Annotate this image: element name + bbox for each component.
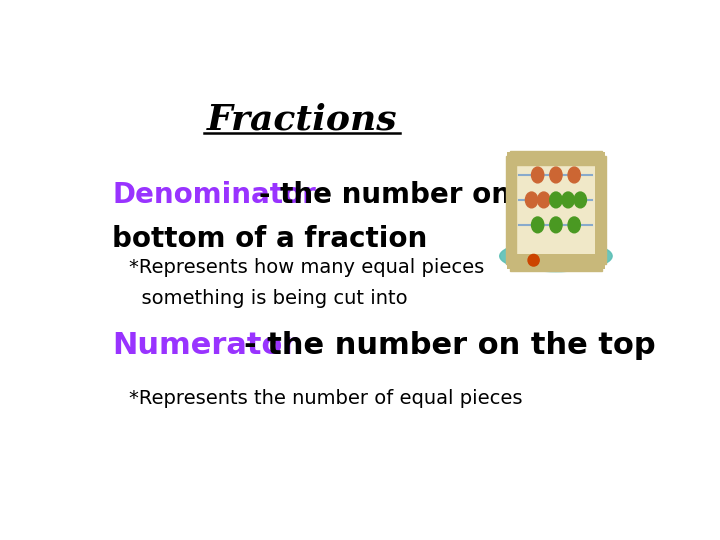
Bar bbox=[506, 156, 516, 265]
Ellipse shape bbox=[531, 167, 544, 183]
Bar bbox=[510, 258, 602, 271]
Ellipse shape bbox=[531, 217, 544, 233]
Ellipse shape bbox=[550, 217, 562, 233]
Text: Numerator: Numerator bbox=[112, 331, 297, 360]
FancyBboxPatch shape bbox=[507, 152, 605, 268]
Bar bbox=[510, 151, 602, 165]
Ellipse shape bbox=[500, 240, 612, 272]
Text: *Represents the number of equal pieces: *Represents the number of equal pieces bbox=[129, 389, 523, 408]
Ellipse shape bbox=[568, 217, 580, 233]
Text: *Represents how many equal pieces: *Represents how many equal pieces bbox=[129, 258, 485, 277]
Text: - the number on the: - the number on the bbox=[259, 181, 572, 209]
FancyBboxPatch shape bbox=[517, 165, 595, 254]
Ellipse shape bbox=[528, 254, 539, 266]
Ellipse shape bbox=[550, 192, 562, 208]
Ellipse shape bbox=[526, 192, 538, 208]
Text: Fractions: Fractions bbox=[207, 102, 397, 136]
Ellipse shape bbox=[568, 167, 580, 183]
Ellipse shape bbox=[550, 167, 562, 183]
Ellipse shape bbox=[574, 192, 586, 208]
Ellipse shape bbox=[562, 192, 575, 208]
Text: bottom of a fraction: bottom of a fraction bbox=[112, 225, 428, 253]
Text: - the number on the top: - the number on the top bbox=[245, 331, 656, 360]
Text: Denominator: Denominator bbox=[112, 181, 316, 209]
Ellipse shape bbox=[538, 192, 550, 208]
Text: something is being cut into: something is being cut into bbox=[129, 289, 408, 308]
Bar bbox=[596, 156, 606, 265]
